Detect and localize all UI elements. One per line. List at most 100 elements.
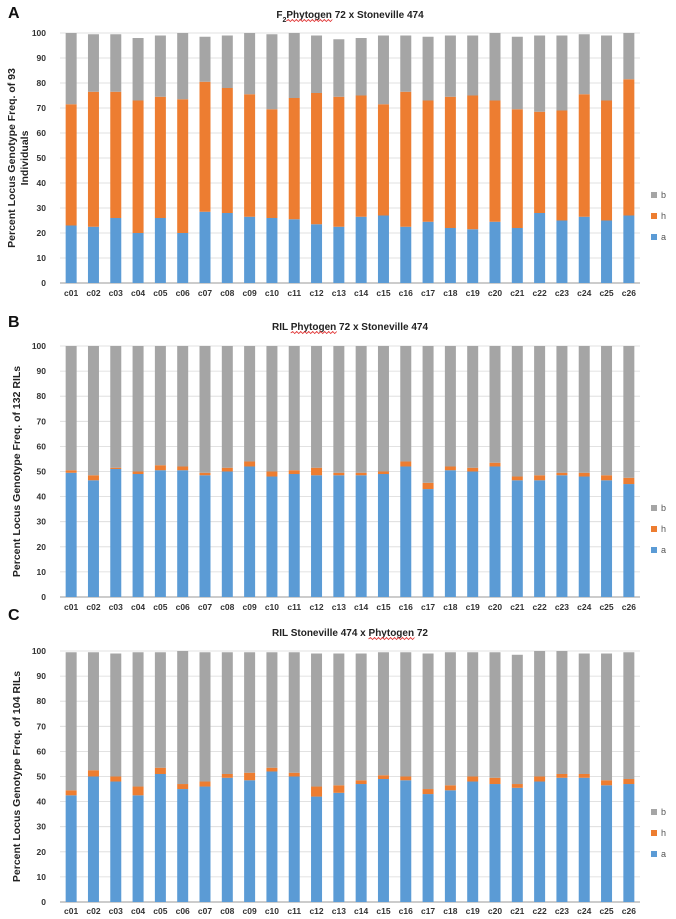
legend-label-b: b xyxy=(661,190,666,200)
x-tick-label: c04 xyxy=(131,602,145,612)
x-tick-label: c12 xyxy=(309,602,323,612)
legend-swatch-h xyxy=(651,526,657,532)
bar-a-c02 xyxy=(87,480,99,597)
bar-a-c05 xyxy=(154,773,166,902)
y-tick-label: 40 xyxy=(37,492,47,502)
legend-label-a: a xyxy=(661,849,666,859)
chart-title: RIL Stoneville 474 x Phytogen 72 xyxy=(272,628,428,639)
x-tick-label: c25 xyxy=(599,288,613,298)
bar-h-c15 xyxy=(377,471,389,475)
bar-b-c25 xyxy=(601,653,613,781)
y-axis-label-line2: Individuals xyxy=(19,130,31,185)
bar-h-c04 xyxy=(132,100,144,233)
bar-b-c07 xyxy=(199,36,211,82)
y-tick-label: 60 xyxy=(37,746,47,756)
bar-a-c06 xyxy=(177,789,189,902)
legend-swatch-h xyxy=(651,213,657,219)
bar-h-c21 xyxy=(511,784,523,788)
y-tick-label: 30 xyxy=(37,822,47,832)
bar-b-c06 xyxy=(177,651,189,785)
bar-b-c16 xyxy=(400,35,412,92)
bar-h-c22 xyxy=(534,111,546,213)
bar-h-c13 xyxy=(333,472,345,476)
x-tick-label: c08 xyxy=(220,906,234,916)
bar-h-c07 xyxy=(199,472,211,476)
bar-a-c03 xyxy=(110,218,122,283)
x-tick-label: c22 xyxy=(533,602,547,612)
bar-a-c10 xyxy=(266,476,278,597)
bar-h-c08 xyxy=(221,467,233,472)
bar-h-c25 xyxy=(601,100,613,221)
bar-a-c21 xyxy=(511,228,523,283)
bar-b-c02 xyxy=(87,652,99,771)
y-tick-label: 100 xyxy=(32,28,46,38)
bar-a-c23 xyxy=(556,475,568,597)
bar-h-c07 xyxy=(199,781,211,787)
bar-h-c10 xyxy=(266,109,278,218)
bar-h-c15 xyxy=(377,104,389,216)
bar-a-c13 xyxy=(333,475,345,597)
bar-b-c20 xyxy=(489,346,501,463)
x-tick-label: c26 xyxy=(622,288,636,298)
bar-b-c06 xyxy=(177,33,189,100)
bar-b-c01 xyxy=(65,346,77,471)
x-tick-label: c20 xyxy=(488,288,502,298)
x-tick-label: c19 xyxy=(466,288,480,298)
legend-label-a: a xyxy=(661,232,666,242)
bar-h-c19 xyxy=(467,776,479,782)
bar-h-c17 xyxy=(422,100,434,222)
bar-h-c22 xyxy=(534,475,546,481)
bar-a-c08 xyxy=(221,777,233,902)
bar-h-c03 xyxy=(110,776,122,782)
x-tick-label: c15 xyxy=(376,602,390,612)
y-tick-label: 0 xyxy=(41,897,46,907)
x-tick-label: c06 xyxy=(176,906,190,916)
bar-b-c08 xyxy=(221,35,233,88)
title-squiggle-underline xyxy=(368,636,415,641)
bar-a-c01 xyxy=(65,225,77,283)
bar-a-c24 xyxy=(578,216,590,283)
x-tick-label: c10 xyxy=(265,602,279,612)
x-tick-label: c18 xyxy=(443,288,457,298)
bar-a-c14 xyxy=(355,784,367,902)
bar-a-c25 xyxy=(601,785,613,902)
y-tick-label: 80 xyxy=(37,696,47,706)
bar-a-c06 xyxy=(177,470,189,597)
bar-b-c24 xyxy=(578,653,590,774)
bar-a-c11 xyxy=(288,474,300,597)
bar-a-c11 xyxy=(288,219,300,283)
chart-title: RIL Phytogen 72 x Stoneville 474 xyxy=(272,322,428,333)
legend-swatch-b xyxy=(651,809,657,815)
legend-swatch-a xyxy=(651,234,657,240)
y-tick-label: 80 xyxy=(37,391,47,401)
x-tick-label: c01 xyxy=(64,288,78,298)
bar-b-c23 xyxy=(556,346,568,473)
bar-h-c20 xyxy=(489,462,501,467)
panel-letter: B xyxy=(8,314,20,331)
bar-b-c22 xyxy=(534,346,546,476)
x-tick-label: c17 xyxy=(421,288,435,298)
bar-a-c03 xyxy=(110,781,122,902)
bar-h-c23 xyxy=(556,773,568,778)
bar-h-c06 xyxy=(177,784,189,790)
x-tick-label: c16 xyxy=(399,288,413,298)
x-tick-label: c09 xyxy=(243,906,257,916)
bar-b-c04 xyxy=(132,346,144,472)
legend-swatch-h xyxy=(651,830,657,836)
bar-h-c06 xyxy=(177,466,189,471)
x-tick-label: c14 xyxy=(354,602,368,612)
x-tick-label: c23 xyxy=(555,288,569,298)
x-tick-label: c26 xyxy=(622,906,636,916)
x-tick-label: c10 xyxy=(265,906,279,916)
bar-b-c02 xyxy=(87,34,99,92)
bar-a-c08 xyxy=(221,213,233,283)
bar-a-c04 xyxy=(132,795,144,902)
bar-b-c15 xyxy=(377,346,389,472)
bar-a-c10 xyxy=(266,218,278,283)
bar-a-c16 xyxy=(400,466,412,597)
x-tick-label: c21 xyxy=(510,906,524,916)
bar-a-c05 xyxy=(154,470,166,597)
x-tick-label: c06 xyxy=(176,602,190,612)
x-tick-label: c17 xyxy=(421,906,435,916)
